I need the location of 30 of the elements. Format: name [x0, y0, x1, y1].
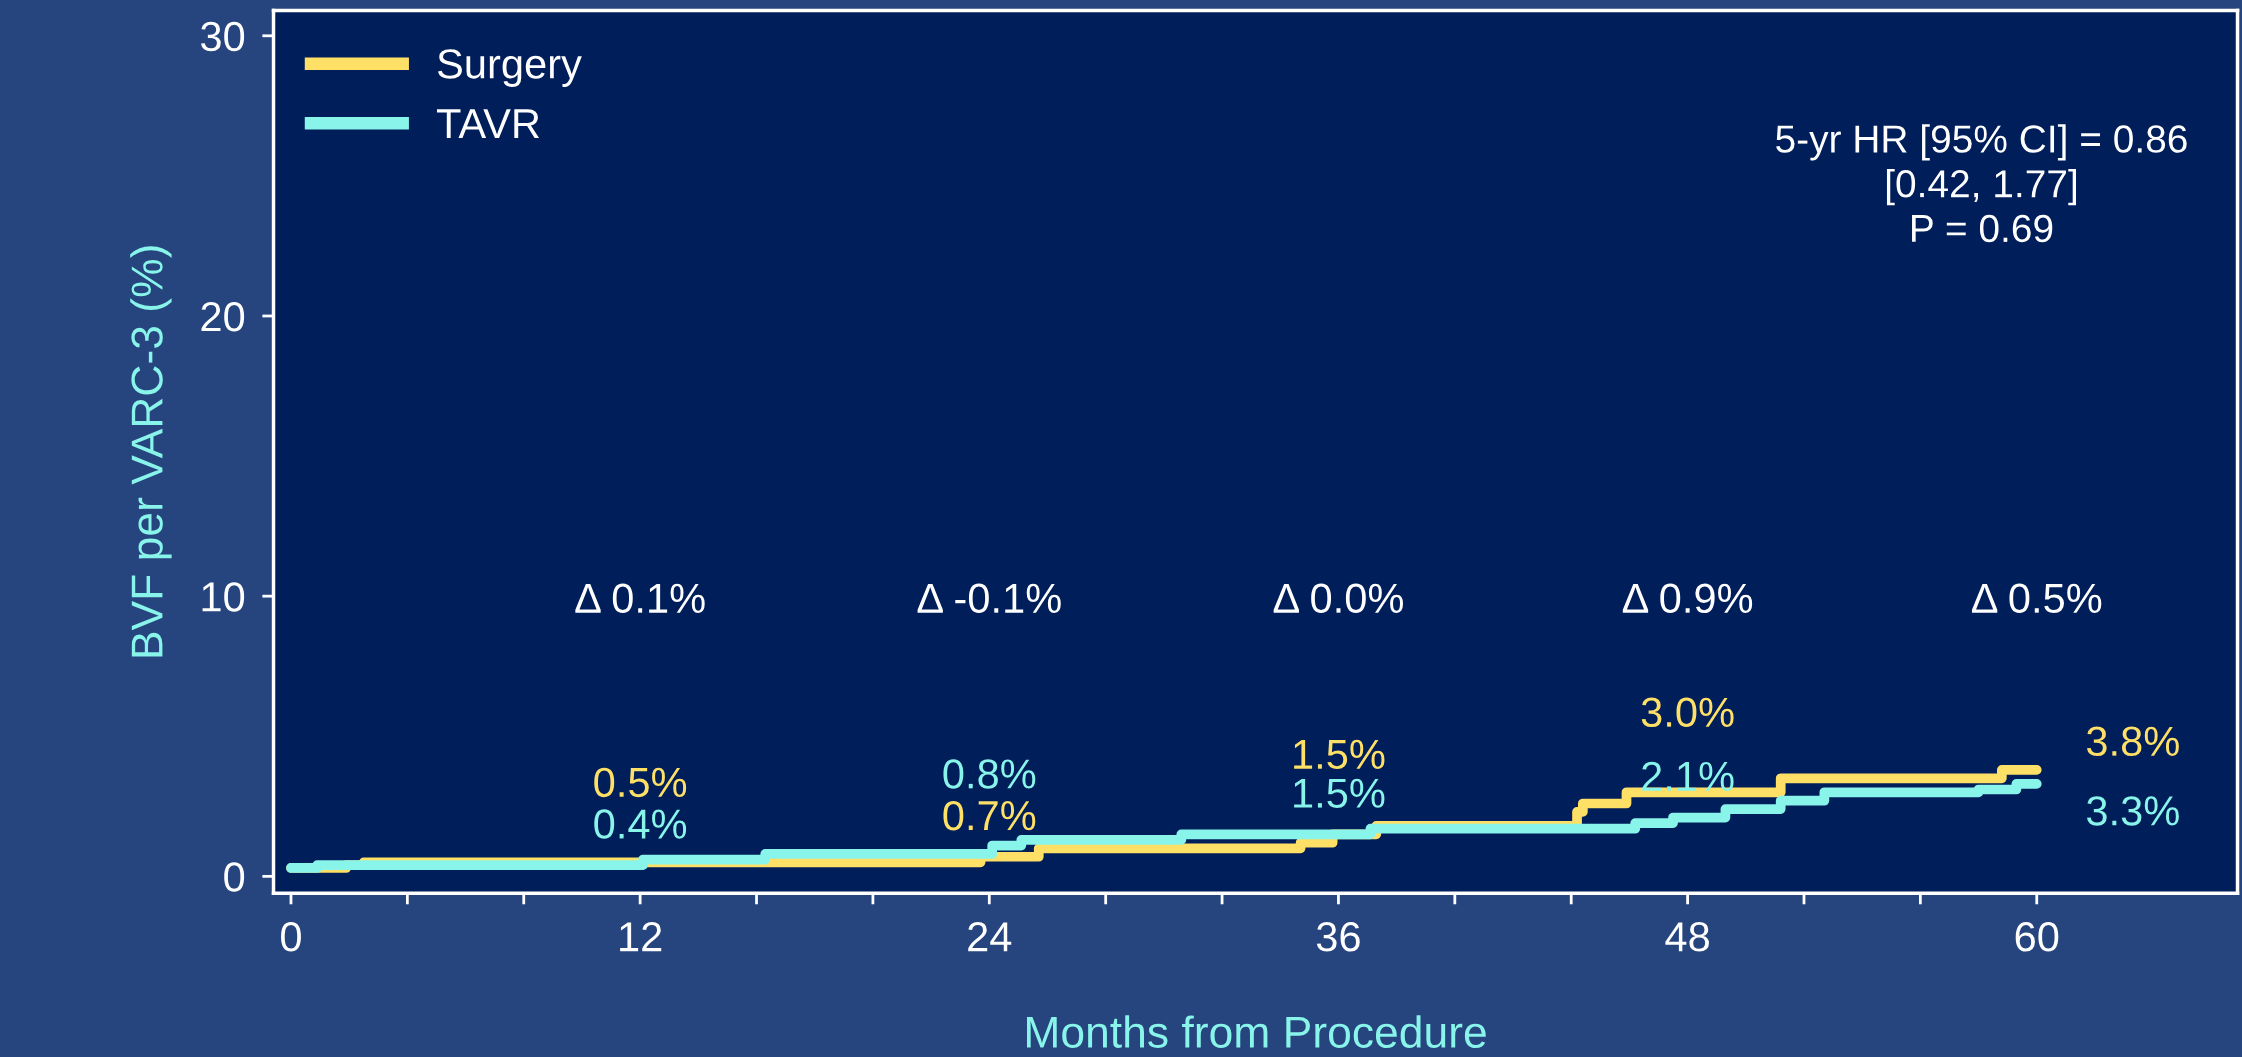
- annotation: Δ -0.1%: [917, 583, 1061, 614]
- legend-label: Surgery: [437, 49, 582, 87]
- y-axis-title: BVF per VARC-3 (%): [130, 246, 172, 657]
- y-tick-label: 20: [201, 301, 245, 332]
- annotation: Δ 0.9%: [1622, 583, 1753, 614]
- y-tick-label: 0: [224, 862, 245, 892]
- data-label: 0.4%: [594, 809, 687, 839]
- data-label: 2.1%: [1642, 761, 1734, 792]
- x-tick-label: 60: [2015, 922, 2059, 952]
- y-tick-label: 10: [202, 582, 245, 612]
- x-tick-label: 12: [620, 922, 662, 952]
- data-label: 0.7%: [943, 800, 1036, 831]
- data-label: 1.5%: [1294, 739, 1385, 770]
- x-axis-title: Months from Procedure: [1026, 1015, 1486, 1048]
- x-tick-label: 0: [281, 922, 301, 952]
- y-tick-label: 30: [200, 21, 245, 52]
- annotation: Δ 0.0%: [1273, 583, 1404, 614]
- data-label: 3.0%: [1641, 697, 1734, 728]
- legend-label: TAVR: [436, 109, 540, 138]
- data-label: 3.3%: [2086, 796, 2179, 826]
- annotation: Δ 0.1%: [575, 583, 705, 614]
- annotation: Δ 0.5%: [1971, 583, 2102, 614]
- data-label: 0.5%: [594, 767, 687, 798]
- data-label: 1.5%: [1294, 778, 1385, 809]
- annotation: 5-yr HR [95% CI] = 0.86 [0.42, 1.77] P = 0.69: [1776, 124, 2187, 243]
- data-label: 0.8%: [943, 759, 1036, 789]
- data-label: 3.8%: [2086, 726, 2179, 757]
- x-tick-label: 48: [1665, 922, 1709, 952]
- x-tick-label: 24: [968, 922, 1012, 952]
- x-tick-label: 36: [1316, 922, 1360, 952]
